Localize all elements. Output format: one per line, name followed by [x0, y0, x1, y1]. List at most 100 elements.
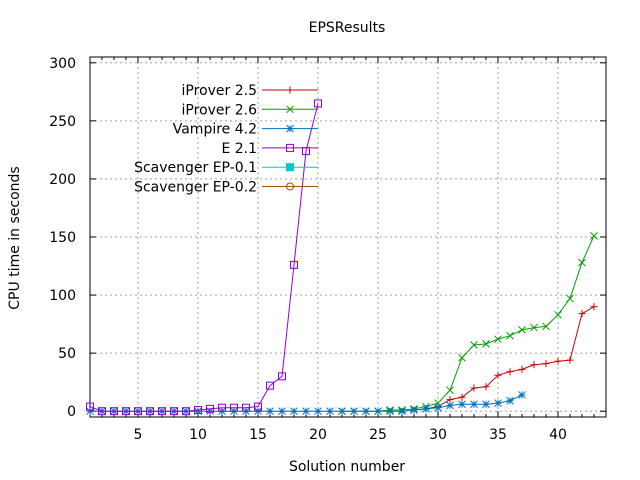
- x-tick-labels: 5 10 15 20 25 30 35 40: [134, 427, 567, 443]
- plot-frame: [89, 56, 607, 418]
- legend-item-scavenger-ep-0-1: Scavenger EP-0.1: [134, 160, 318, 176]
- data-point-vampire-4-2: [206, 407, 214, 416]
- legend-swatch-marker: [286, 105, 294, 114]
- grid: [90, 57, 606, 417]
- x-tick-label: 10: [189, 427, 207, 443]
- series-line-iprover-2-5: [413, 306, 595, 411]
- y-tick-labels: 0 50 100 150 200 250 300: [49, 56, 76, 420]
- legend-label: Vampire 4.2: [173, 122, 257, 138]
- y-axis-label: CPU time in seconds: [7, 166, 23, 309]
- series-layer: [86, 99, 598, 416]
- data-point-e-2-1: [254, 402, 262, 411]
- series-line-e-2-1: [89, 103, 319, 412]
- data-point-vampire-4-2: [422, 405, 430, 413]
- data-point-e-2-1: [218, 403, 226, 412]
- data-point-vampire-4-2: [374, 407, 382, 416]
- legend-swatch-marker: [286, 143, 294, 152]
- legend-swatch-marker: [286, 86, 294, 94]
- data-point-e-2-1: [290, 260, 298, 269]
- data-point-iprover-2-6: [518, 326, 526, 334]
- data-point-vampire-4-2: [326, 407, 334, 416]
- data-point-iprover-2-6: [470, 341, 478, 349]
- data-point-vampire-4-2: [386, 407, 394, 416]
- data-point-iprover-2-6: [530, 323, 538, 332]
- data-point-e-2-1: [110, 407, 118, 416]
- data-point-e-2-1: [314, 99, 322, 108]
- data-point-vampire-4-2: [398, 407, 406, 416]
- x-tick-label: 20: [309, 427, 327, 443]
- data-point-vampire-4-2: [266, 407, 274, 416]
- data-point-iprover-2-5: [530, 361, 538, 369]
- data-point-e-2-1: [182, 407, 190, 416]
- data-point-e-2-1: [194, 406, 202, 415]
- data-point-iprover-2-5: [590, 303, 598, 311]
- x-tick-label: 35: [489, 427, 507, 443]
- data-point-vampire-4-2: [458, 400, 466, 409]
- data-point-iprover-2-5: [518, 365, 526, 373]
- data-point-e-2-1: [146, 407, 154, 416]
- data-point-e-2-1: [170, 407, 178, 416]
- y-tick-label: 300: [49, 56, 76, 72]
- y-tick-label: 100: [49, 288, 76, 304]
- data-point-vampire-4-2: [410, 406, 418, 414]
- data-point-iprover-2-5: [494, 371, 502, 379]
- data-point-vampire-4-2: [338, 407, 346, 416]
- data-point-vampire-4-2: [350, 407, 358, 416]
- data-point-vampire-4-2: [470, 400, 478, 409]
- data-point-e-2-1: [242, 403, 250, 412]
- legend-item-scavenger-ep-0-2: Scavenger EP-0.2: [134, 180, 318, 196]
- data-point-iprover-2-6: [506, 331, 514, 340]
- y-tick-label: 0: [67, 404, 76, 420]
- x-tick-label: 40: [549, 427, 567, 443]
- data-point-iprover-2-6: [494, 335, 502, 344]
- legend-item-iprover-2-6: iProver 2.6: [182, 102, 318, 118]
- legend-label: iProver 2.6: [182, 102, 258, 118]
- data-point-iprover-2-6: [542, 322, 550, 331]
- data-point-iprover-2-6: [482, 339, 490, 348]
- data-point-vampire-4-2: [518, 391, 526, 399]
- legend-item-vampire-4-2: Vampire 4.2: [173, 122, 318, 138]
- legend-swatch-marker: [286, 163, 294, 172]
- y-tick-label: 150: [49, 230, 76, 246]
- data-point-iprover-2-5: [554, 357, 562, 365]
- chart-title: EPSResults: [309, 20, 386, 36]
- data-point-iprover-2-6: [446, 386, 454, 395]
- data-point-iprover-2-5: [506, 368, 514, 376]
- data-point-e-2-1: [230, 403, 238, 412]
- data-point-vampire-4-2: [494, 399, 502, 407]
- data-point-vampire-4-2: [506, 396, 514, 405]
- legend-item-iprover-2-5: iProver 2.5: [182, 83, 318, 99]
- data-point-iprover-2-6: [554, 310, 562, 319]
- data-point-iprover-2-6: [590, 231, 598, 240]
- data-point-iprover-2-6: [566, 294, 574, 303]
- legend: iProver 2.5 iProver 2.6 Vampire 4.2 E 2.1 Sc…: [134, 83, 318, 196]
- series-e-2-1: [86, 99, 322, 416]
- series-iprover-2-5: [410, 303, 598, 414]
- series-line-iprover-2-6: [342, 235, 595, 412]
- data-point-e-2-1: [266, 381, 274, 390]
- y-tick-label: 250: [49, 114, 76, 130]
- data-point-e-2-1: [278, 372, 286, 381]
- data-point-e-2-1: [158, 407, 166, 416]
- data-point-iprover-2-5: [566, 356, 574, 364]
- data-point-vampire-4-2: [446, 401, 454, 410]
- y-tick-label: 50: [58, 346, 76, 362]
- data-point-iprover-2-5: [470, 384, 478, 392]
- data-point-vampire-4-2: [482, 400, 490, 409]
- legend-swatch-marker: [286, 124, 294, 133]
- x-tick-label: 25: [369, 427, 387, 443]
- series-iprover-2-6: [338, 231, 598, 416]
- data-point-e-2-1: [206, 404, 214, 413]
- data-point-iprover-2-5: [458, 393, 466, 401]
- legend-item-e-2-1: E 2.1: [221, 141, 318, 157]
- data-point-e-2-1: [98, 407, 106, 416]
- x-tick-label: 30: [429, 427, 447, 443]
- data-point-iprover-2-5: [542, 360, 550, 368]
- data-point-vampire-4-2: [278, 407, 286, 416]
- data-point-vampire-4-2: [86, 407, 94, 416]
- data-point-e-2-1: [134, 407, 142, 416]
- data-point-vampire-4-2: [194, 407, 202, 416]
- x-tick-label: 15: [249, 427, 267, 443]
- data-point-iprover-2-5: [482, 383, 490, 391]
